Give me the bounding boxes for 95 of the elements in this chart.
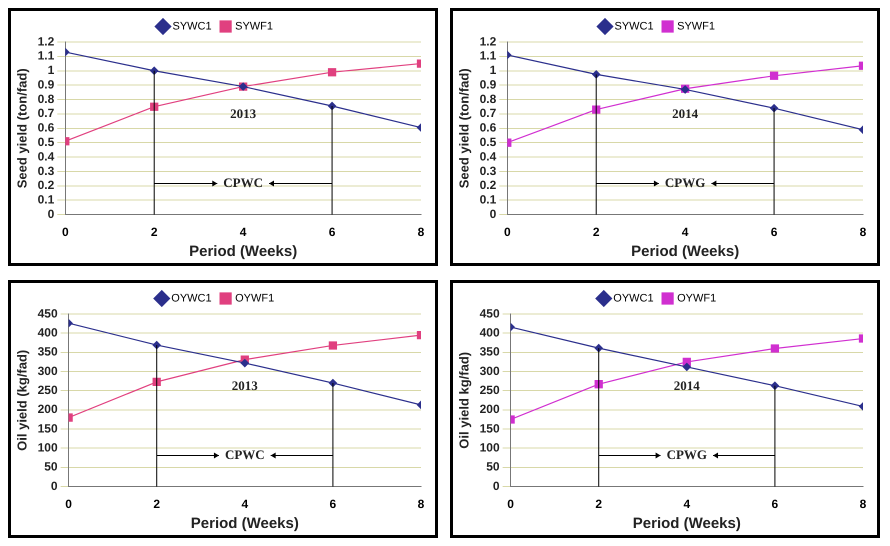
x-tick-label: 0 xyxy=(504,225,511,240)
y-tick-label: 250 xyxy=(38,383,58,398)
y-tick-label: 400 xyxy=(480,325,500,340)
y-axis-title: Seed yield (ton/fad) xyxy=(456,68,472,188)
annotation: CPWC xyxy=(223,174,263,190)
x-tick-label: 0 xyxy=(507,497,514,512)
y-tick-label: 1 xyxy=(490,63,497,78)
y-tick-label: 200 xyxy=(38,402,58,416)
y-tick-label: 1 xyxy=(48,63,55,78)
point xyxy=(682,362,691,372)
annotation: 2013 xyxy=(230,106,257,121)
y-tick-label: 50 xyxy=(486,460,500,474)
y-tick-label: 300 xyxy=(38,364,58,378)
y-tick-label: 100 xyxy=(480,440,500,455)
x-tick-label: 6 xyxy=(330,497,337,512)
y-tick-label: 0.1 xyxy=(480,192,497,207)
y-tick-label: 100 xyxy=(38,440,58,455)
y-axis-title: Seed yield (ton/fad) xyxy=(14,68,30,188)
x-tick-label: 8 xyxy=(860,225,867,240)
annotation: 2014 xyxy=(672,106,699,121)
x-axis-title: Period (Weeks) xyxy=(190,515,299,532)
y-tick-label: 350 xyxy=(38,344,58,359)
x-tick-label: 8 xyxy=(860,497,867,512)
point xyxy=(770,344,780,353)
x-tick-label: 8 xyxy=(418,225,425,240)
x-tick-label: 4 xyxy=(682,225,689,240)
y-tick-label: 0.5 xyxy=(480,134,497,149)
y-tick-label: 1.2 xyxy=(38,34,55,48)
point xyxy=(770,72,778,80)
y-tick-label: 400 xyxy=(38,325,58,340)
y-tick-label: 450 xyxy=(480,306,500,320)
legend-label: SYWC1 xyxy=(172,20,212,33)
annotation: CPWG xyxy=(664,174,706,190)
x-tick-label: 4 xyxy=(683,497,690,512)
x-tick-label: 2 xyxy=(150,225,158,240)
legend-label: SYWC1 xyxy=(614,20,654,33)
y-tick-label: 0.5 xyxy=(38,134,55,149)
x-axis-title: Period (Weeks) xyxy=(632,515,741,532)
y-tick-label: 150 xyxy=(480,421,500,436)
y-tick-label: 0.3 xyxy=(480,164,497,178)
point xyxy=(328,341,338,350)
y-tick-label: 0 xyxy=(48,206,55,221)
y-tick-label: 350 xyxy=(480,344,500,359)
y-tick-label: 0.7 xyxy=(38,106,55,120)
legend-label: SYWF1 xyxy=(235,20,274,33)
y-tick-label: 0.4 xyxy=(480,149,497,164)
x-tick-label: 0 xyxy=(62,225,69,240)
y-tick-label: 0 xyxy=(50,478,58,493)
x-tick-label: 2 xyxy=(595,497,602,512)
y-tick-label: 0.7 xyxy=(480,106,497,120)
x-tick-label: 6 xyxy=(770,225,778,240)
x-axis-title: Period (Weeks) xyxy=(631,243,740,260)
y-tick-label: 0.4 xyxy=(38,149,55,164)
y-tick-label: 150 xyxy=(38,421,58,436)
y-tick-label: 250 xyxy=(480,383,500,398)
legend-label: SYWF1 xyxy=(677,20,716,33)
y-tick-label: 0.8 xyxy=(480,92,497,106)
x-tick-label: 4 xyxy=(240,225,247,240)
y-axis-title: Oil yield (kg/fad) xyxy=(14,350,30,451)
annotation: CPWG xyxy=(666,446,708,462)
y-tick-label: 0.2 xyxy=(38,178,55,192)
x-tick-label: 2 xyxy=(592,225,600,240)
y-tick-label: 300 xyxy=(480,364,500,378)
point xyxy=(240,358,249,368)
y-tick-label: 0 xyxy=(490,206,497,221)
y-tick-label: 200 xyxy=(480,402,500,416)
y-tick-label: 0.6 xyxy=(38,120,55,135)
annotation: CPWC xyxy=(224,446,265,462)
x-tick-label: 4 xyxy=(241,497,248,512)
x-tick-label: 8 xyxy=(418,497,425,512)
y-tick-label: 1.2 xyxy=(480,34,497,48)
y-tick-label: 0.8 xyxy=(38,92,55,106)
annotation: 2013 xyxy=(232,378,258,393)
y-tick-label: 1.1 xyxy=(38,48,55,63)
y-tick-label: 450 xyxy=(38,306,58,320)
y-tick-label: 0 xyxy=(492,478,500,493)
annotation: 2014 xyxy=(674,378,700,393)
x-tick-label: 0 xyxy=(65,497,72,512)
y-tick-label: 0.3 xyxy=(38,164,55,178)
legend-label: OYWF1 xyxy=(677,292,716,305)
x-tick-label: 2 xyxy=(153,497,160,512)
legend-label: OYWC1 xyxy=(171,292,212,305)
y-axis-title: Oil yield kg/fad) xyxy=(456,352,472,449)
y-tick-label: 0.2 xyxy=(480,178,497,192)
y-tick-label: 0.1 xyxy=(38,192,55,207)
x-axis-title: Period (Weeks) xyxy=(189,243,298,260)
x-tick-label: 6 xyxy=(328,225,336,240)
y-tick-label: 0.9 xyxy=(480,77,497,92)
y-tick-label: 1.1 xyxy=(480,48,497,63)
legend-label: OYWF1 xyxy=(235,292,274,305)
y-tick-label: 0.9 xyxy=(38,77,55,92)
legend-label: OYWC1 xyxy=(613,292,654,305)
y-tick-label: 0.6 xyxy=(480,120,497,135)
y-tick-label: 50 xyxy=(44,460,58,474)
x-tick-label: 6 xyxy=(772,497,779,512)
